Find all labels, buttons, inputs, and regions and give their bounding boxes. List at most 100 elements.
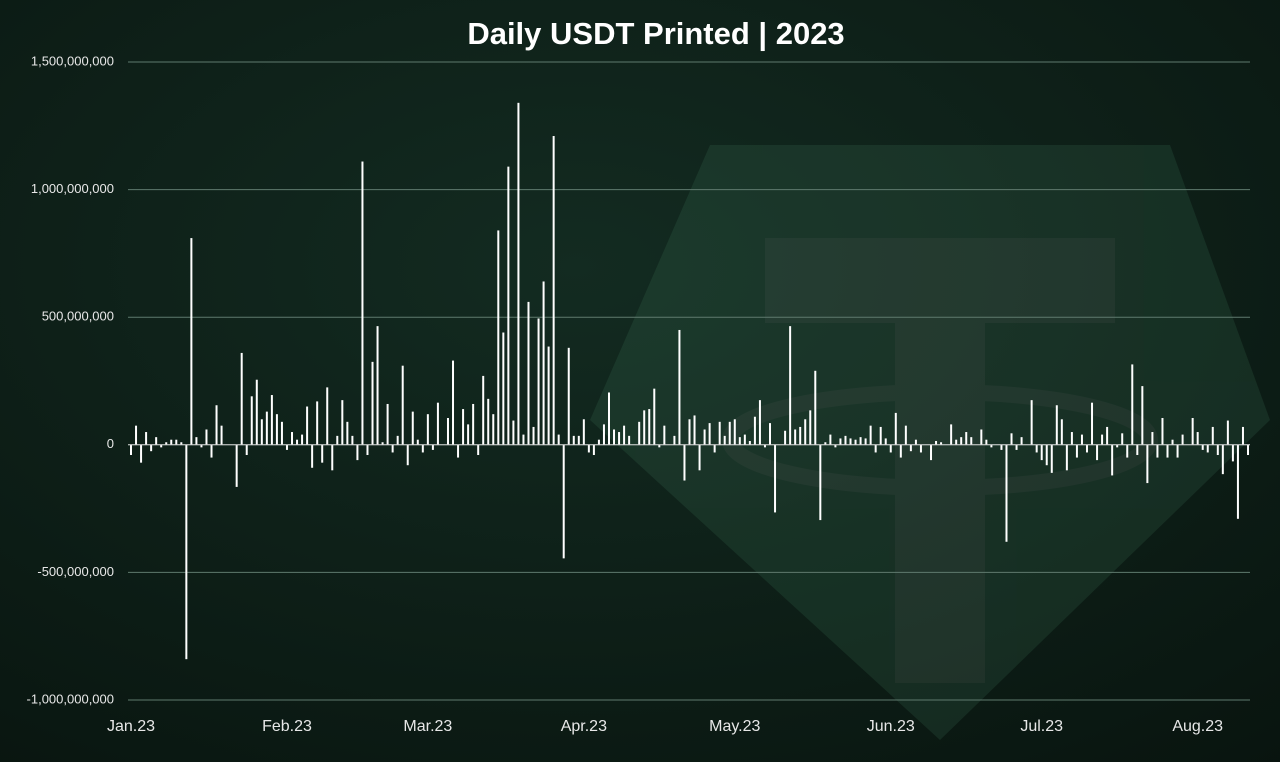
bar — [799, 426, 802, 445]
bar — [1080, 434, 1083, 445]
bar — [497, 230, 500, 445]
bar — [396, 435, 399, 445]
bar — [728, 421, 731, 445]
bar — [582, 419, 585, 445]
bar — [985, 439, 988, 445]
bar — [1216, 444, 1219, 456]
bar — [884, 438, 887, 445]
bar — [280, 421, 283, 445]
bar — [1091, 402, 1094, 445]
bar — [733, 419, 736, 445]
bar — [406, 444, 409, 466]
bar — [1221, 444, 1224, 475]
bar — [331, 444, 334, 471]
bar — [1116, 444, 1119, 448]
bar — [1070, 432, 1073, 445]
bar — [1156, 444, 1159, 458]
bar — [1060, 419, 1063, 445]
bar — [1231, 444, 1234, 462]
bar — [909, 444, 912, 452]
bar — [547, 346, 550, 445]
bar — [482, 375, 485, 445]
bar — [879, 426, 882, 445]
bar — [693, 415, 696, 445]
bar — [864, 438, 867, 445]
bar — [436, 402, 439, 445]
bar — [1151, 432, 1154, 445]
bar — [316, 401, 319, 445]
bar — [552, 136, 555, 445]
bar — [210, 444, 213, 458]
bar — [180, 442, 183, 445]
bar — [935, 440, 938, 445]
bar — [1020, 437, 1023, 445]
bar — [607, 392, 610, 445]
bar — [899, 444, 902, 458]
x-tick-label: May.23 — [709, 718, 760, 735]
bar — [381, 442, 384, 445]
bar — [708, 423, 711, 445]
bar — [613, 429, 616, 445]
bar — [930, 444, 933, 461]
bar — [819, 444, 822, 521]
bar — [748, 440, 751, 445]
bar — [1000, 444, 1003, 450]
bar — [1211, 426, 1214, 445]
bar — [834, 444, 837, 448]
bar — [155, 437, 158, 445]
bar — [542, 281, 545, 445]
bar — [150, 444, 153, 452]
bar — [1005, 444, 1008, 542]
bar — [1065, 444, 1068, 471]
bar — [200, 444, 203, 448]
bar — [371, 361, 374, 445]
bar — [255, 379, 258, 445]
bar — [532, 426, 535, 445]
bar — [1101, 434, 1104, 445]
y-tick-label: 1,500,000,000 — [31, 53, 114, 68]
bar — [1201, 444, 1204, 450]
y-tick-label: -1,000,000,000 — [27, 691, 114, 706]
bar — [965, 432, 968, 445]
bar — [446, 418, 449, 445]
bar — [421, 444, 424, 453]
bar — [618, 432, 621, 445]
bar — [366, 444, 369, 456]
bar — [185, 444, 188, 660]
bar — [1206, 444, 1209, 453]
bar — [572, 435, 575, 445]
bar — [386, 403, 389, 445]
bar — [285, 444, 288, 450]
bar — [1247, 444, 1249, 456]
bar — [346, 421, 349, 445]
y-tick-label: -500,000,000 — [37, 564, 114, 579]
x-tick-label: Mar.23 — [403, 718, 452, 735]
bar — [462, 409, 465, 445]
bar — [195, 437, 198, 445]
bar — [1146, 444, 1149, 484]
bar — [356, 444, 359, 461]
bar — [824, 442, 827, 445]
bar — [562, 444, 565, 559]
bar — [1015, 444, 1018, 450]
bar — [557, 434, 560, 445]
bar — [1236, 444, 1239, 519]
bar — [301, 434, 304, 445]
bar — [245, 444, 248, 456]
bar — [794, 429, 797, 445]
bar — [1096, 444, 1099, 461]
bar — [718, 421, 721, 445]
bar — [703, 429, 706, 445]
bar — [1166, 444, 1169, 458]
bar — [774, 444, 777, 513]
bar — [914, 439, 917, 445]
bar — [265, 411, 268, 445]
bar — [487, 398, 490, 445]
bar — [758, 400, 761, 445]
bar — [391, 444, 394, 453]
bar — [512, 420, 515, 445]
bar — [698, 444, 701, 471]
bar — [1126, 444, 1129, 458]
bar — [653, 388, 656, 445]
